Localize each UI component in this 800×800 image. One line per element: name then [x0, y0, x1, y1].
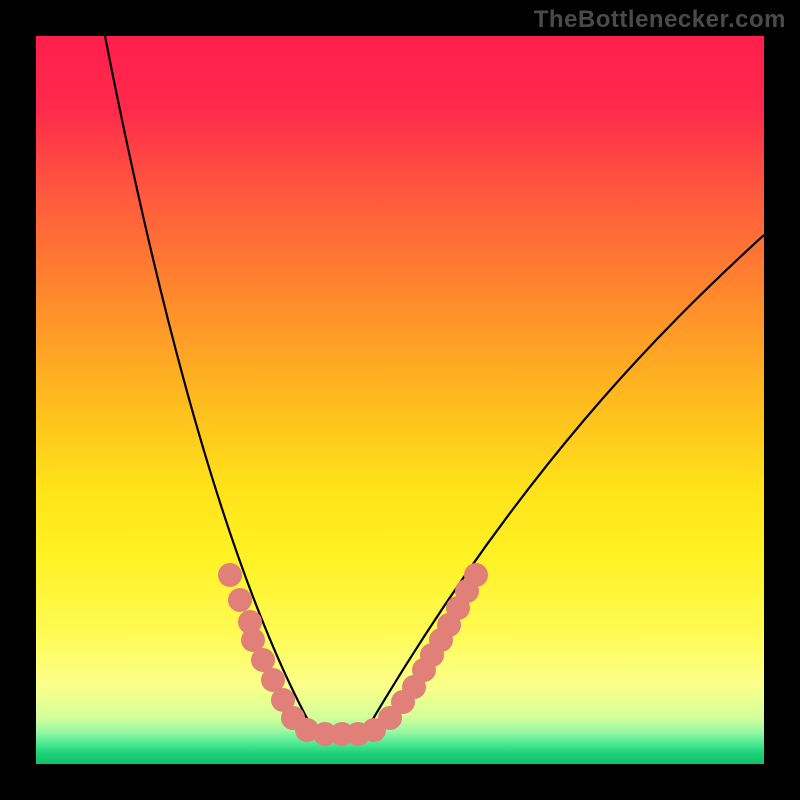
- data-marker: [464, 563, 488, 587]
- chart-frame: TheBottlenecker.com: [0, 0, 800, 800]
- data-marker: [218, 563, 242, 587]
- data-marker: [228, 588, 252, 612]
- bottleneck-chart: [0, 0, 800, 800]
- plot-background: [36, 36, 764, 764]
- watermark-text: TheBottlenecker.com: [534, 6, 786, 34]
